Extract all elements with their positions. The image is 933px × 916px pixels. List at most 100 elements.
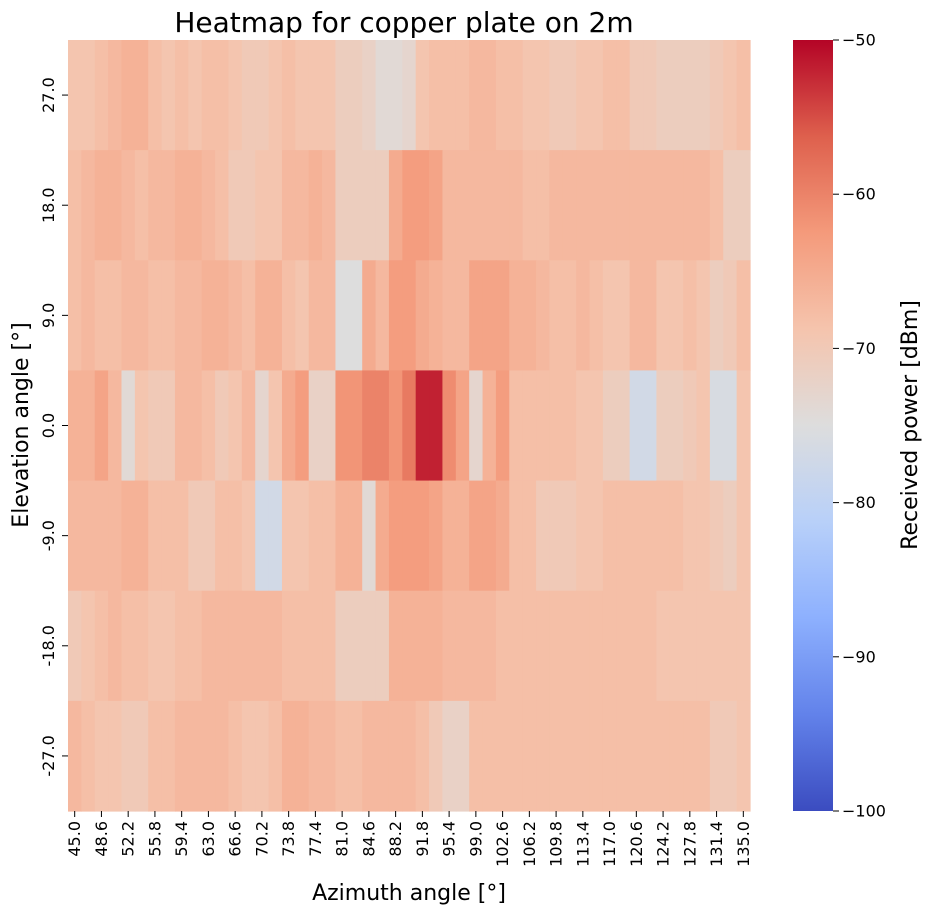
heatmap-cell (469, 700, 484, 812)
heatmap-cell (683, 590, 698, 702)
y-tick-label: 18.0 (39, 187, 58, 223)
heatmap-cell (429, 150, 444, 261)
heatmap-cell (161, 590, 176, 702)
heatmap-cell (241, 480, 256, 592)
heatmap-cell (134, 260, 149, 372)
heatmap-cell (174, 370, 189, 482)
heatmap-cell (255, 260, 270, 372)
heatmap-cell (495, 480, 510, 592)
heatmap-cell (322, 480, 337, 592)
heatmap-cell (495, 700, 510, 812)
heatmap-cell (348, 150, 363, 261)
heatmap-cell (121, 700, 136, 812)
heatmap-cell (174, 700, 189, 812)
heatmap-cell (255, 150, 270, 261)
heatmap-cell (643, 40, 657, 151)
x-axis-ticks: 45.0 48.6 52.2 55.8 59.4 63.0 66.6 70.2 73.8 77.4… (65, 811, 753, 867)
heatmap-cell (429, 40, 444, 151)
heatmap-cell (629, 700, 644, 812)
y-tick-label: 0.0 (39, 413, 58, 438)
heatmap-cell (509, 150, 524, 261)
heatmap-cell (188, 480, 203, 592)
heatmap-cell (723, 150, 738, 261)
heatmap-cell (255, 700, 270, 812)
heatmap-cell (375, 370, 390, 482)
heatmap-cell (201, 590, 216, 702)
heatmap-cell (696, 590, 711, 702)
heatmap-cell (228, 40, 243, 151)
x-tick-label: 70.2 (252, 821, 271, 857)
heatmap-cell (308, 260, 323, 372)
heatmap-cell (134, 480, 149, 592)
heatmap-cell (94, 370, 109, 482)
heatmap-cell (442, 40, 457, 151)
heatmap-cell (683, 40, 698, 151)
heatmap-cell (335, 150, 350, 261)
heatmap-cell (362, 150, 377, 261)
heatmap-cell (322, 260, 337, 372)
heatmap-cell (201, 150, 216, 261)
heatmap-cell (68, 590, 82, 702)
heatmap-cell (482, 260, 497, 372)
heatmap-cell (228, 480, 243, 592)
heatmap-cell (482, 480, 497, 592)
heatmap-cell (241, 260, 256, 372)
colorbar-tick-label: −90 (842, 647, 876, 666)
heatmap-cell (174, 260, 189, 372)
x-tick-label: 77.4 (306, 821, 325, 857)
heatmap-cell (68, 260, 82, 372)
heatmap-cell (228, 150, 243, 261)
heatmap-cell (469, 260, 484, 372)
heatmap-cell (375, 40, 390, 151)
heatmap-cell (121, 150, 136, 261)
heatmap-cell (602, 150, 617, 261)
x-tick-label: 99.0 (466, 821, 485, 857)
heatmap-cell (215, 700, 230, 812)
heatmap-cell (295, 150, 310, 261)
heatmap-cell (522, 590, 537, 702)
heatmap-cell (108, 40, 123, 151)
heatmap-cell (482, 370, 497, 482)
heatmap-cell (281, 150, 296, 261)
heatmap-cell (94, 590, 109, 702)
heatmap-cell (442, 480, 457, 592)
heatmap-cell (643, 700, 657, 812)
heatmap-cell (402, 480, 417, 592)
heatmap-cell (388, 590, 403, 702)
heatmap-cell (736, 40, 751, 151)
heatmap-cell (522, 480, 537, 592)
heatmap-cell (442, 700, 457, 812)
heatmap-cell (602, 40, 617, 151)
heatmap-cell (255, 480, 270, 592)
heatmap-cell (241, 590, 256, 702)
heatmap-cell (495, 150, 510, 261)
heatmap-cell (188, 700, 203, 812)
colorbar (793, 40, 833, 811)
heatmap-cell (241, 40, 256, 151)
heatmap-cell (709, 260, 724, 372)
heatmap-cell (723, 590, 738, 702)
heatmap-cell (81, 700, 96, 812)
heatmap-cell (348, 370, 363, 482)
heatmap-cell (215, 260, 230, 372)
heatmap-cell (643, 590, 657, 702)
y-axis-ticks: 27.0 18.0 9.0 0.0 -9.0 -18.0 -27.0 (39, 77, 68, 777)
heatmap-cell (522, 260, 537, 372)
heatmap-cell (495, 40, 510, 151)
heatmap-cell (322, 150, 337, 261)
heatmap-cell (415, 260, 430, 372)
heatmap-cell (268, 370, 283, 482)
heatmap-cell (362, 260, 377, 372)
y-tick-label: 27.0 (39, 77, 58, 113)
x-tick-label: 48.6 (92, 821, 111, 857)
heatmap-cell (281, 40, 296, 151)
x-tick-label: 84.6 (359, 821, 378, 857)
heatmap-cell (188, 590, 203, 702)
heatmap-cell (375, 480, 390, 592)
heatmap-cell (215, 590, 230, 702)
heatmap-cell (108, 150, 123, 261)
heatmap-cell (415, 150, 430, 261)
heatmap-cell (602, 260, 617, 372)
x-tick-label: 135.0 (734, 821, 753, 867)
heatmap-cell (134, 700, 149, 812)
